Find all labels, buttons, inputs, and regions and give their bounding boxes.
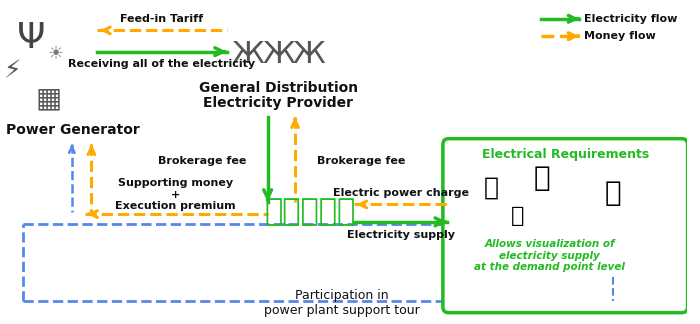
Text: General Distribution: General Distribution <box>199 81 358 95</box>
Text: Electrical Requirements: Electrical Requirements <box>482 148 649 161</box>
Text: Brokerage fee: Brokerage fee <box>316 156 405 166</box>
Text: 🏭: 🏭 <box>533 164 550 192</box>
Text: みんな電力: みんな電力 <box>264 198 356 227</box>
Text: Brokerage fee: Brokerage fee <box>158 156 246 166</box>
Text: Receiving all of the electricity: Receiving all of the electricity <box>69 59 256 69</box>
Text: Feed-in Tariff: Feed-in Tariff <box>120 14 204 24</box>
Text: Ж: Ж <box>232 40 265 69</box>
Text: Money flow: Money flow <box>584 31 656 41</box>
Text: 🏠: 🏠 <box>605 179 622 207</box>
Text: ▦: ▦ <box>35 84 62 112</box>
Text: Electricity supply: Electricity supply <box>346 230 455 240</box>
FancyBboxPatch shape <box>443 139 687 313</box>
Text: Ψ: Ψ <box>17 21 45 55</box>
Text: ☀: ☀ <box>47 46 63 64</box>
Text: Ж: Ж <box>293 40 325 69</box>
Text: ⚡: ⚡ <box>4 59 22 83</box>
Text: Participation in
power plant support tour: Participation in power plant support tou… <box>264 290 420 318</box>
Text: Power Generator: Power Generator <box>6 123 140 137</box>
Text: Electric power charge: Electric power charge <box>332 188 469 198</box>
Text: 🏢: 🏢 <box>483 176 498 200</box>
Text: Allows visualization of
electricity supply
at the demand point level: Allows visualization of electricity supp… <box>474 239 625 272</box>
Text: Supporting money
+
Execution premium: Supporting money + Execution premium <box>116 178 236 211</box>
Text: Electricity flow: Electricity flow <box>584 14 677 24</box>
Text: Electricity Provider: Electricity Provider <box>204 96 354 110</box>
Text: Ж: Ж <box>262 40 295 69</box>
Text: 🏢: 🏢 <box>510 206 524 226</box>
